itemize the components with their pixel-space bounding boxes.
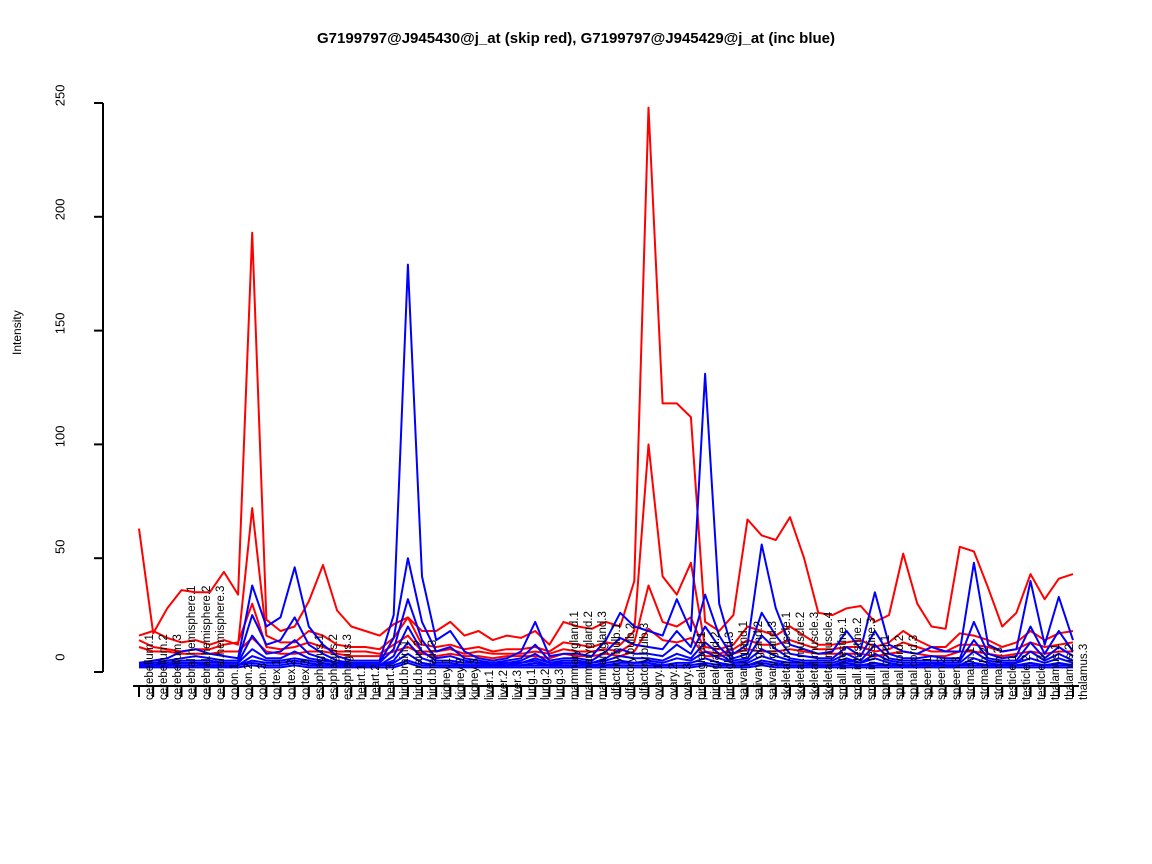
y-tick-label: 50 [52,539,68,555]
series-line [138,627,1073,660]
page-title: G7199797@J945430@j_at (skip red), G71997… [317,30,835,47]
series-lines [138,106,1074,669]
y-tick-label: 0 [52,653,68,661]
y-axis [94,102,104,673]
y-tick-label: 150 [52,312,68,334]
series-line [139,557,1074,664]
series-line [139,659,1073,667]
y-tick-label: 100 [52,425,68,448]
series-line [139,625,1074,667]
y-tick-label: 250 [52,84,68,107]
x-axis [133,685,1079,697]
series-line [139,661,1073,669]
series-line [138,263,1074,664]
series-line [138,584,1074,655]
series-line [138,443,1074,653]
series-line [138,106,1074,646]
series-line [139,598,1074,664]
y-tick-label: 200 [52,198,68,220]
